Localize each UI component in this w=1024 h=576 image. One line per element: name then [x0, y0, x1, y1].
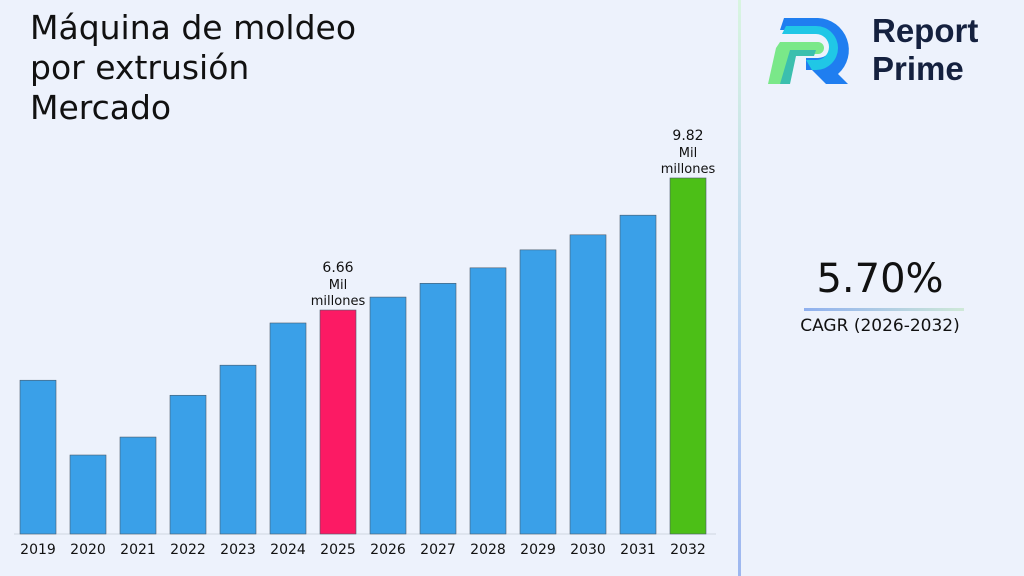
bar-2028	[469, 267, 507, 535]
brand-name: Report Prime	[872, 12, 978, 88]
bar-2019	[19, 379, 57, 535]
data-label-value: 9.82	[672, 128, 703, 144]
x-tick-label: 2029	[520, 542, 556, 558]
x-tick-label: 2028	[470, 542, 506, 558]
data-label-value: 6.66	[322, 260, 353, 276]
bar-2031	[619, 214, 657, 535]
data-label-unit2: millones	[661, 162, 716, 177]
data-label-unit2: millones	[311, 294, 366, 309]
data-label-unit1: Mil	[679, 146, 697, 161]
bar-2025	[319, 309, 357, 535]
bar-2024	[269, 322, 307, 535]
brand-line1: Report	[872, 12, 979, 49]
bar-2029	[519, 249, 557, 535]
x-tick-label: 2024	[270, 542, 306, 558]
x-tick-label: 2027	[420, 542, 456, 558]
bar-2027	[419, 282, 457, 535]
bar-chart: 2019 2020 2021 2022 2023 2024 20256.66Milmillo…	[14, 128, 716, 558]
divider	[738, 0, 741, 576]
cagr-underline	[804, 308, 964, 311]
x-tick-label: 2026	[370, 542, 406, 558]
bar-2020	[69, 454, 107, 535]
x-tick-label: 2019	[20, 542, 56, 558]
bar-2021	[119, 436, 157, 535]
bar-2023	[219, 364, 257, 535]
chart-title: Máquina de moldeo por extrusión Mercado	[30, 8, 357, 127]
x-tick-label: 2023	[220, 542, 256, 558]
bar-2026	[369, 296, 407, 535]
brand-line2: Prime	[872, 50, 964, 87]
x-tick-label: 2021	[120, 542, 156, 558]
report-prime-logo-icon	[768, 18, 849, 84]
bar-2030	[569, 234, 607, 535]
x-tick-label: 2022	[170, 542, 206, 558]
cagr-label: CAGR (2026-2032)	[800, 316, 960, 336]
data-label-unit1: Mil	[329, 278, 347, 293]
cagr-value: 5.70%	[816, 256, 944, 302]
bar-2022	[169, 394, 207, 535]
x-tick-label: 2030	[570, 542, 606, 558]
x-tick-label: 2031	[620, 542, 656, 558]
x-tick-label: 2032	[670, 542, 706, 558]
x-tick-label: 2025	[320, 542, 356, 558]
x-tick-label: 2020	[70, 542, 106, 558]
bar-2032	[669, 177, 707, 535]
